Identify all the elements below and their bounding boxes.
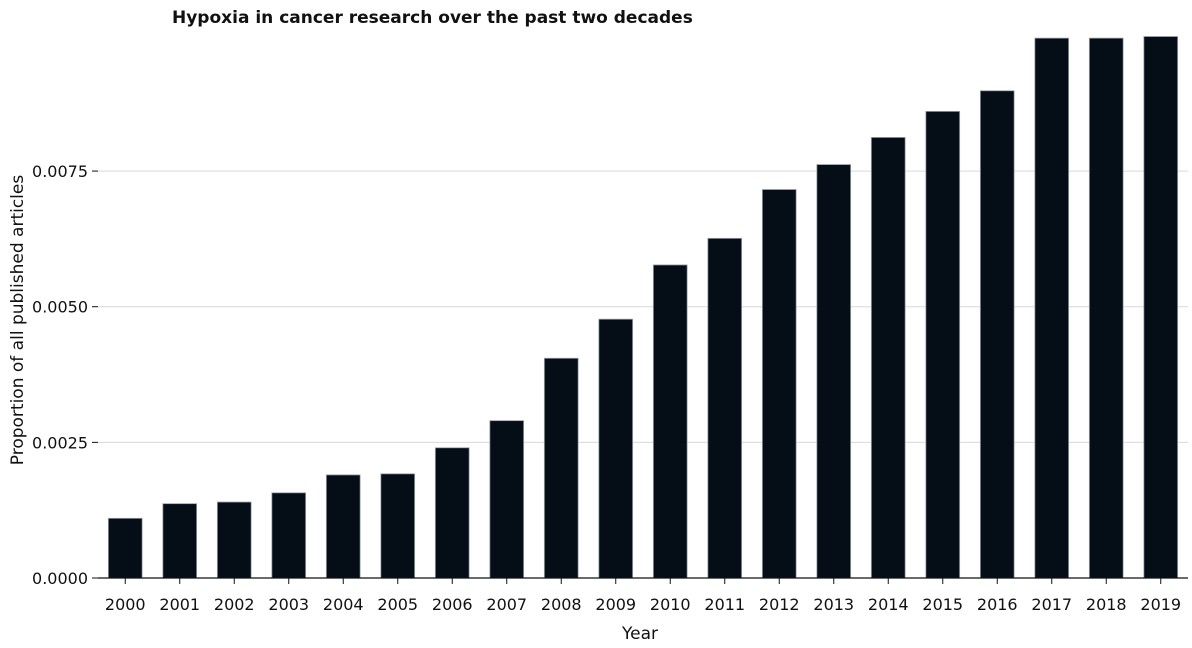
bar (979, 90, 1015, 579)
bar (761, 189, 797, 579)
y-tick-label: 0.0000 (32, 569, 88, 588)
bar (652, 264, 688, 579)
bar (543, 357, 579, 579)
x-tick-label: 2017 (1031, 595, 1072, 614)
bar (925, 110, 961, 579)
x-tick-label: 2002 (214, 595, 255, 614)
bar (380, 473, 416, 579)
x-tick-label: 2018 (1086, 595, 1127, 614)
bar (434, 447, 470, 579)
bar (489, 420, 525, 579)
x-tick-label: 2014 (868, 595, 909, 614)
x-axis-label: Year (622, 624, 658, 644)
bar (107, 517, 143, 579)
bar (1034, 37, 1070, 579)
bar (598, 318, 634, 579)
x-tick-label: 2006 (432, 595, 473, 614)
x-tick-label: 2007 (486, 595, 527, 614)
x-tick-label: 2004 (323, 595, 364, 614)
bar (1088, 37, 1124, 579)
bar (707, 237, 743, 579)
x-tick-label: 2010 (650, 595, 691, 614)
x-tick-label: 2001 (159, 595, 200, 614)
y-tick-label: 0.0075 (32, 162, 88, 181)
bar (1143, 36, 1179, 579)
bar (216, 501, 252, 579)
bar (816, 164, 852, 579)
x-tick-label: 2000 (105, 595, 146, 614)
bar (325, 474, 361, 579)
x-tick-label: 2003 (268, 595, 309, 614)
chart-title: Hypoxia in cancer research over the past… (172, 8, 693, 28)
x-tick-label: 2019 (1140, 595, 1181, 614)
x-tick-label: 2008 (541, 595, 582, 614)
x-tick-label: 2005 (377, 595, 418, 614)
x-tick-label: 2011 (704, 595, 745, 614)
x-tick-label: 2012 (759, 595, 800, 614)
x-tick-label: 2009 (595, 595, 636, 614)
y-tick-label: 0.0025 (32, 433, 88, 452)
x-tick-label: 2016 (977, 595, 1018, 614)
x-tick-label: 2015 (922, 595, 963, 614)
x-tick-label: 2013 (813, 595, 854, 614)
bar (870, 137, 906, 579)
bar (271, 492, 307, 579)
bar (162, 503, 198, 579)
y-tick-label: 0.0050 (32, 298, 88, 317)
